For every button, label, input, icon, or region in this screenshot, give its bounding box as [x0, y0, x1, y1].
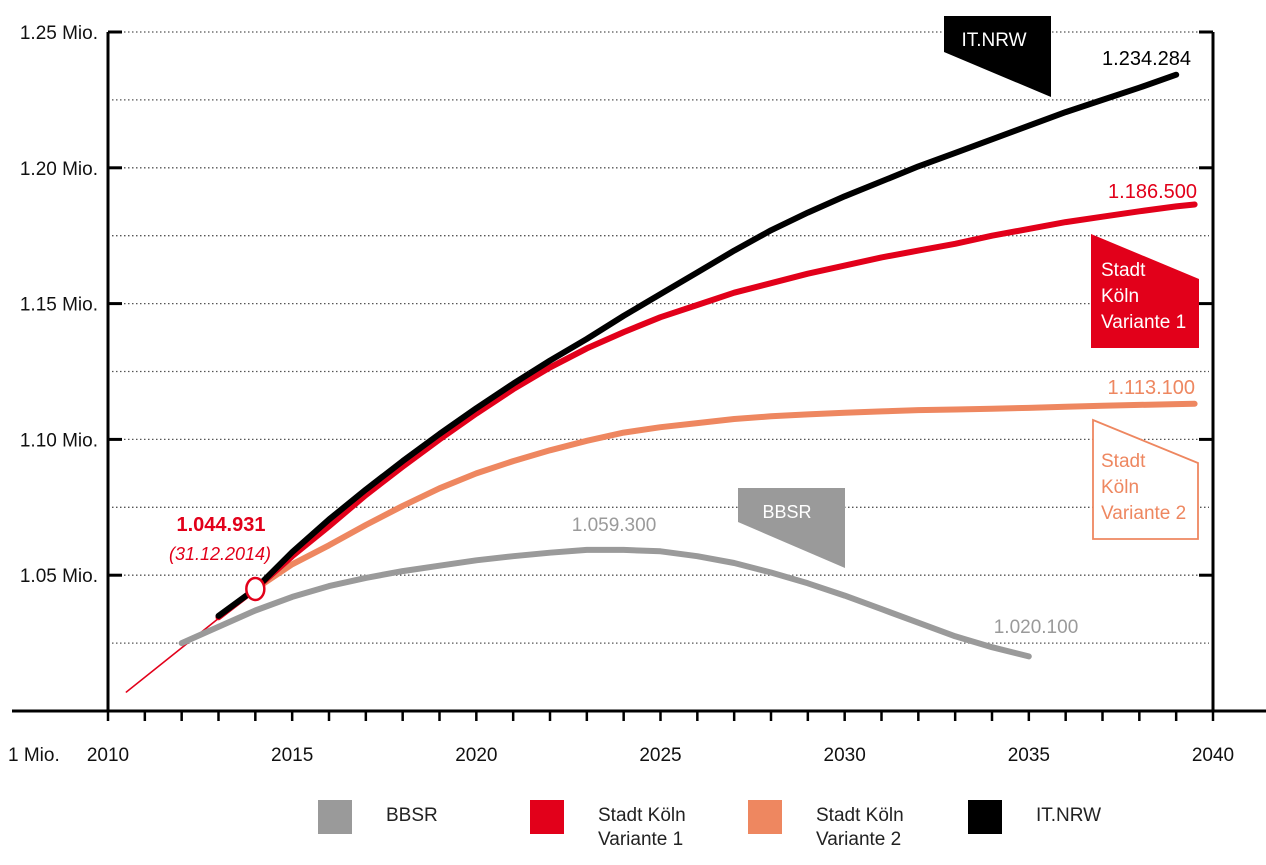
- series-flags: IT.NRW Stadt Köln Variante 1 Stadt Köln Varian…: [738, 16, 1199, 568]
- flag-variante-1-label: Variante 1: [1101, 312, 1186, 333]
- y-tick-label: 1 Mio.: [8, 745, 60, 766]
- label-variante-1-end: 1.186.500: [1108, 181, 1197, 203]
- flag-variante-2-label: Variante 2: [1101, 503, 1186, 524]
- legend-label: Stadt Köln: [816, 805, 904, 826]
- label-start-value: 1.044.931: [177, 514, 266, 536]
- x-tick-label: 2030: [824, 745, 866, 766]
- legend-item-variante-1: Stadt Köln Variante 1: [530, 798, 686, 852]
- y-tick-label: 1.15 Mio.: [20, 295, 98, 316]
- legend-label: Stadt Köln: [598, 805, 686, 826]
- legend-label: Variante 2: [816, 829, 902, 850]
- annotations: 1.234.284 1.186.500 1.113.100 1.059.300 1.02…: [169, 48, 1197, 638]
- flag-variante-2-label: Stadt: [1101, 451, 1146, 472]
- x-tick-label: 2025: [639, 745, 681, 766]
- legend-item-bbsr: BBSR: [318, 798, 438, 834]
- legend-swatch-itnrw: [968, 800, 1002, 834]
- series-lines: [125, 71, 1198, 693]
- y-tick-label: 1.10 Mio.: [20, 430, 98, 451]
- flag-variante-2: [1092, 418, 1199, 540]
- label-itnrw-end: 1.234.284: [1102, 48, 1191, 70]
- legend-swatch-bbsr: [318, 800, 352, 834]
- label-bbsr-end: 1.020.100: [994, 617, 1079, 638]
- series-line-bbsr: [178, 546, 1032, 660]
- flag-itnrw: [944, 16, 1051, 97]
- flag-bbsr: [738, 488, 845, 568]
- y-tick-label: 1.20 Mio.: [20, 159, 98, 180]
- label-start-date: (31.12.2014): [169, 544, 271, 564]
- x-tick-label: 2020: [455, 745, 497, 766]
- label-variante-2-end: 1.113.100: [1108, 377, 1196, 399]
- flag-bbsr-label: BBSR: [762, 502, 811, 522]
- flag-variante-1-label: Köln: [1101, 286, 1139, 307]
- legend-label: IT.NRW: [1036, 805, 1102, 826]
- legend-swatch-variante-2: [748, 800, 782, 834]
- x-tick-label: 2015: [271, 745, 313, 766]
- series-line-itnrw: [215, 71, 1180, 619]
- flag-variante-2-label: Köln: [1101, 477, 1139, 498]
- x-tick-label: 2035: [1008, 745, 1050, 766]
- flag-variante-1-label: Stadt: [1101, 260, 1146, 281]
- legend-label: Variante 1: [598, 829, 684, 850]
- series-line-v1: [215, 201, 1198, 621]
- flag-itnrw-label: IT.NRW: [961, 30, 1026, 51]
- start-point-marker: [245, 576, 266, 602]
- label-bbsr-peak: 1.059.300: [572, 515, 657, 536]
- legend-item-itnrw: IT.NRW: [968, 798, 1101, 834]
- legend: BBSR Stadt Köln Variante 1 Stadt Köln Va…: [0, 798, 1266, 858]
- gridlines: [112, 31, 1209, 644]
- series-line-v2: [252, 400, 1198, 592]
- legend-label: BBSR: [386, 805, 438, 826]
- flag-variante-1: [1091, 234, 1199, 348]
- legend-swatch-variante-1: [530, 800, 564, 834]
- x-tick-label: 2040: [1192, 745, 1234, 766]
- x-tick-label: 2010: [87, 745, 129, 766]
- legend-item-variante-2: Stadt Köln Variante 2: [748, 798, 904, 852]
- y-tick-label: 1.25 Mio.: [20, 23, 98, 44]
- axes: 1 Mio. 1.05 Mio. 1.10 Mio. 1.15 Mio. 1.20 Mi…: [8, 23, 1266, 766]
- y-tick-label: 1.05 Mio.: [20, 566, 98, 587]
